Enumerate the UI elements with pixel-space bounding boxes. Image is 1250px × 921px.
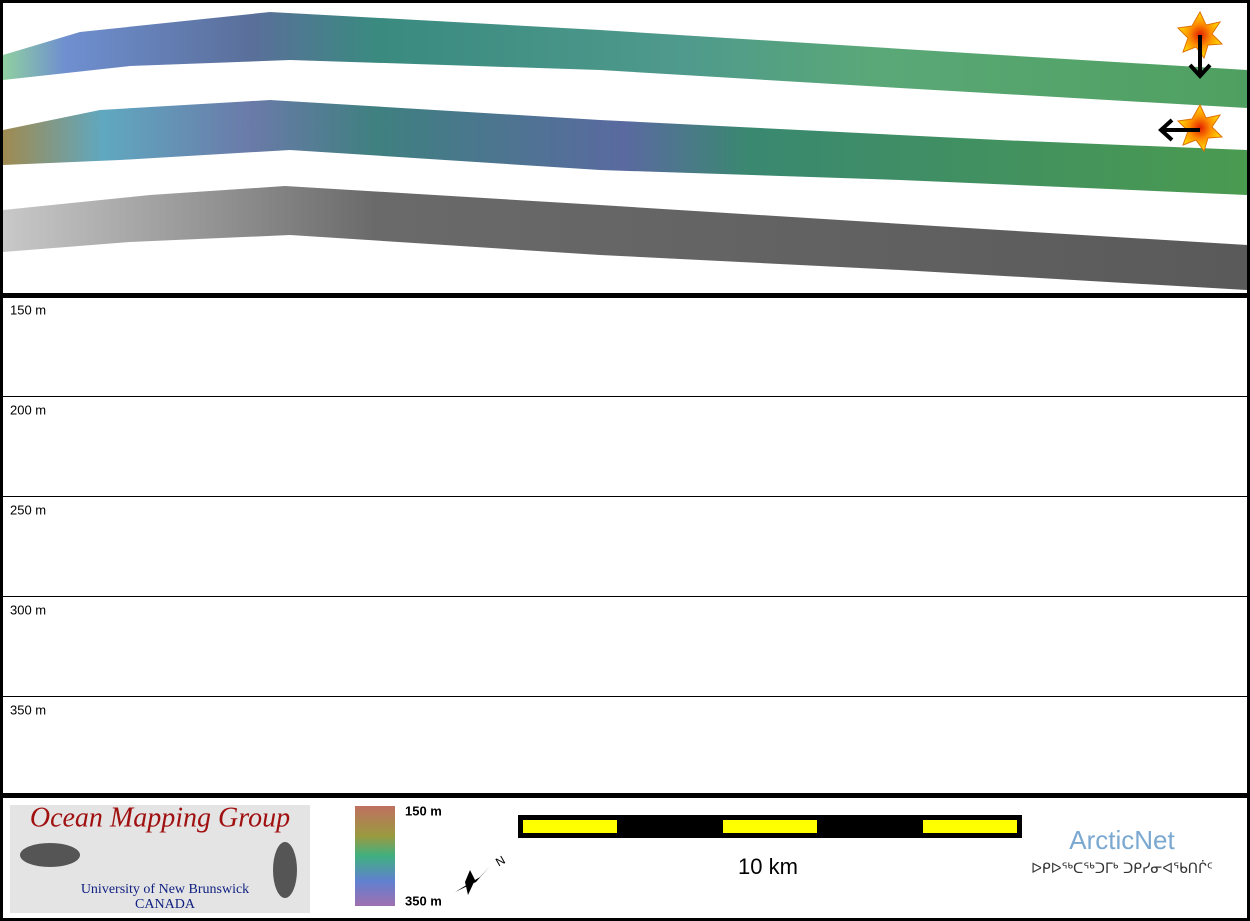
depth-label: 300 m	[10, 602, 46, 617]
colorbar-top-label: 150 m	[405, 803, 442, 818]
depth-label: 250 m	[10, 502, 46, 517]
logo-title: Ocean Mapping Group	[30, 802, 290, 833]
depth-colorbar	[355, 806, 395, 906]
bathymetry-swath	[3, 12, 1247, 108]
depth-label: 150 m	[10, 302, 46, 317]
depth-label: 200 m	[10, 402, 46, 417]
logo-art	[273, 842, 297, 898]
scale-segment	[723, 820, 817, 833]
profile-panel	[3, 298, 1247, 793]
colorbar-bottom-label: 350 m	[405, 893, 442, 908]
logo-art	[20, 843, 80, 867]
scale-label: 10 km	[738, 854, 798, 879]
depth-label: 350 m	[10, 702, 46, 717]
arcticnet-inuktitut: ᐅᑭᐅᖅᑕᖅᑐᒥᒃ ᑐᑭᓯᓂᐊᖃᑎᒌᑦ	[1031, 860, 1213, 877]
sun-icon	[1176, 10, 1224, 79]
backscatter-swath	[3, 186, 1247, 290]
scale-segment	[923, 820, 1017, 833]
sun-icon	[1158, 103, 1224, 153]
depth-rows: 150 m 200 m 250 m 300 m 350 m	[3, 302, 1247, 717]
logo-country: CANADA	[135, 897, 196, 912]
arcticnet-logo: ArcticNet	[1069, 825, 1175, 855]
scale-segment	[523, 820, 617, 833]
bathymetry-swath	[3, 100, 1247, 195]
logo-university: University of New Brunswick	[81, 882, 249, 897]
